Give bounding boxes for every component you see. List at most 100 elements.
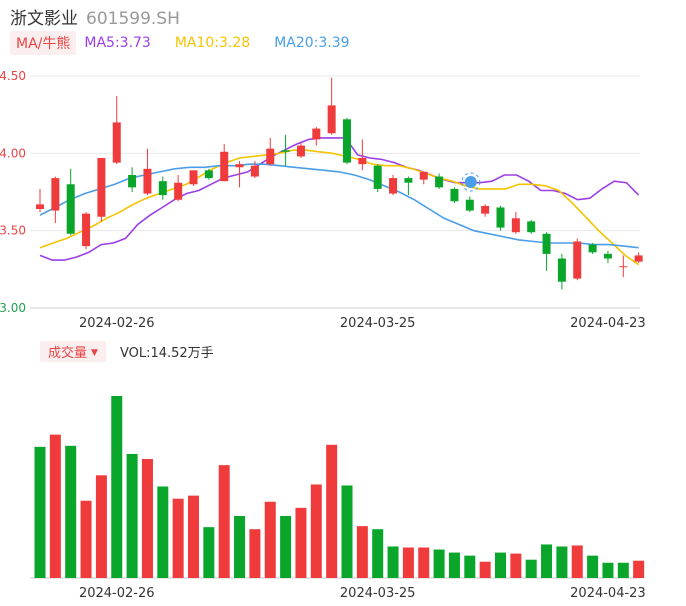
volume-bar[interactable] (448, 552, 460, 578)
volume-bar[interactable] (495, 552, 506, 578)
candle[interactable] (281, 134, 290, 166)
volume-bar[interactable] (571, 545, 583, 578)
candle[interactable] (97, 157, 106, 222)
candle[interactable] (496, 205, 505, 231)
volume-bar[interactable] (433, 549, 445, 578)
volume-bar[interactable] (464, 555, 476, 578)
volume-bar[interactable] (234, 515, 246, 578)
candle[interactable] (266, 137, 275, 166)
candle[interactable] (373, 164, 382, 192)
volume-bar[interactable] (617, 562, 629, 578)
candle-body (189, 170, 198, 185)
candle[interactable] (327, 77, 336, 135)
candle-body (204, 170, 213, 179)
volume-bar[interactable] (157, 486, 169, 578)
volume-bar[interactable] (295, 507, 307, 578)
candle[interactable] (343, 117, 351, 165)
volume-chart[interactable]: 2024-02-26 2024-03-25 2024-04-23 (0, 366, 686, 606)
candle[interactable] (435, 173, 444, 189)
candle[interactable] (174, 174, 183, 202)
volume-bar[interactable] (310, 484, 322, 578)
candle[interactable] (557, 253, 566, 290)
candle-body (419, 171, 428, 180)
volume-bar[interactable] (49, 434, 61, 578)
ma20-label: MA20:3.39 (274, 35, 350, 51)
volume-bar[interactable] (203, 527, 215, 578)
candle-body (82, 213, 91, 247)
volume-bar[interactable] (249, 529, 261, 578)
volume-bar[interactable] (172, 498, 184, 578)
candle[interactable] (143, 148, 152, 196)
volume-bar[interactable] (341, 485, 353, 578)
candle[interactable] (358, 139, 367, 171)
volume-bar[interactable] (479, 561, 491, 578)
volume-bar[interactable] (525, 559, 537, 578)
candle[interactable] (603, 250, 612, 264)
price-tick-label: 4.00 (0, 146, 26, 160)
candle[interactable] (619, 255, 628, 278)
volume-bar[interactable] (356, 526, 368, 578)
candle[interactable] (419, 171, 428, 185)
candle[interactable] (36, 188, 44, 213)
candle[interactable] (634, 252, 643, 264)
candle-body (128, 174, 137, 188)
candle[interactable] (481, 204, 490, 217)
volume-bar[interactable] (633, 560, 645, 578)
candle-body (112, 122, 121, 163)
volume-bar[interactable] (556, 546, 568, 578)
price-chart[interactable]: 4.50 4.00 3.50 3.00 2024-02-26 2024-03-25 2024… (0, 0, 686, 330)
ma-line-2 (39, 163, 639, 249)
candle[interactable] (296, 142, 305, 158)
volume-value: VOL:14.52万手 (119, 345, 214, 361)
volume-bar[interactable] (402, 547, 414, 578)
candle[interactable] (220, 144, 229, 182)
volume-bar[interactable] (418, 547, 430, 578)
candle[interactable] (312, 127, 321, 146)
candle[interactable] (112, 96, 121, 165)
volume-bar[interactable] (602, 562, 614, 578)
ma-toggle-button[interactable]: MA/牛熊 (10, 31, 77, 55)
candle[interactable] (66, 168, 75, 236)
volume-date-label: 2024-02-26 (79, 586, 155, 601)
candle[interactable] (51, 176, 60, 223)
volume-bar[interactable] (188, 495, 199, 578)
candle[interactable] (389, 174, 398, 196)
volume-bar[interactable] (387, 546, 399, 578)
volume-bar[interactable] (218, 465, 230, 578)
candle[interactable] (250, 161, 259, 179)
volume-bar[interactable] (510, 553, 522, 578)
candle[interactable] (527, 219, 536, 234)
volume-bar[interactable] (264, 501, 276, 578)
candle[interactable] (511, 212, 520, 234)
volume-bar[interactable] (34, 446, 46, 578)
volume-bar[interactable] (95, 475, 107, 578)
volume-bar[interactable] (280, 515, 292, 578)
volume-bar[interactable] (126, 453, 138, 578)
volume-bar[interactable] (372, 529, 384, 578)
volume-bar[interactable] (326, 444, 338, 578)
candle[interactable] (189, 170, 198, 186)
candle[interactable] (465, 196, 474, 213)
candle[interactable] (573, 238, 582, 281)
candle[interactable] (158, 176, 167, 200)
volume-bar[interactable] (541, 544, 553, 578)
candle[interactable] (128, 167, 137, 192)
volume-bar[interactable] (111, 396, 123, 578)
volume-bar[interactable] (141, 459, 153, 578)
ma-legend: MA/牛熊 MA5:3.73 MA10:3.28 MA20:3.39 (10, 31, 374, 55)
volume-bar[interactable] (65, 445, 77, 578)
price-date-label: 2024-02-26 (79, 316, 155, 330)
volume-bar[interactable] (80, 500, 92, 578)
candle[interactable] (204, 168, 213, 180)
volume-toggle-button[interactable]: 成交量 ▼ (40, 340, 106, 362)
volume-bar[interactable] (587, 555, 599, 578)
candle-body (220, 151, 229, 182)
candle-body (250, 165, 259, 177)
candle[interactable] (588, 243, 597, 254)
candle[interactable] (542, 232, 551, 271)
candle[interactable] (404, 176, 413, 196)
candle[interactable] (82, 212, 91, 250)
candle[interactable] (450, 187, 459, 203)
candle[interactable] (235, 161, 244, 188)
event-marker-icon[interactable] (464, 176, 477, 188)
